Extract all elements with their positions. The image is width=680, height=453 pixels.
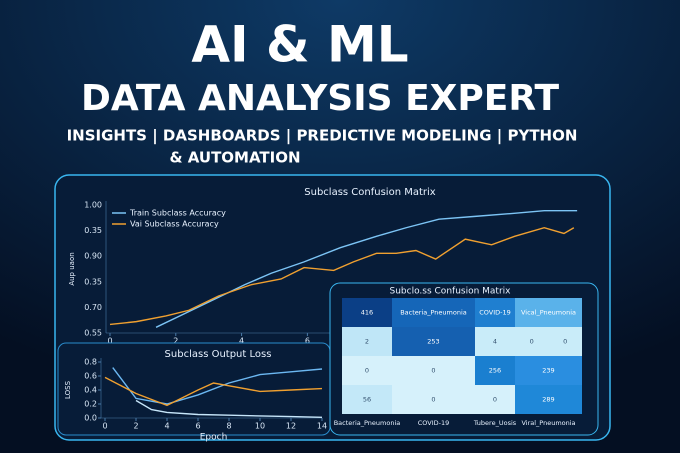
legend-label: Vai Subclass Accuracy [130, 220, 219, 229]
x-tick-label: 10 [255, 422, 265, 431]
matrix-cell [475, 327, 515, 356]
cell-label: 0 [563, 338, 567, 346]
matrix-cell [475, 298, 515, 327]
y-tick-label: 0.4 [84, 386, 97, 395]
subtitle: DATA ANALYSIS EXPERT [81, 78, 560, 119]
x-tick-label: 12 [286, 422, 296, 431]
cell-label: 0 [365, 367, 369, 375]
matrix-cell [392, 356, 475, 385]
y-tick-label: 0.90 [84, 252, 102, 261]
title: AI & ML [191, 16, 408, 74]
cell-label: 416 [361, 309, 373, 317]
x-tick-label: 4 [239, 337, 244, 346]
y-tick-label: 1.00 [84, 201, 102, 210]
matrix-cell [342, 298, 392, 327]
y-tick-label: 0.35 [84, 226, 102, 235]
cell-label: Bacteria_Pneumonia [400, 309, 467, 317]
x-tick-label: 0 [102, 422, 107, 431]
matrix-cell [548, 327, 582, 356]
y-tick-label: 0.70 [84, 303, 102, 312]
column-label: Tubere_Uosis [473, 419, 517, 427]
series-line [109, 227, 575, 326]
column-label: COVID-19 [418, 419, 450, 427]
matrix-cell [515, 356, 582, 385]
cell-label: 4 [493, 338, 497, 346]
matrix-cell [515, 327, 549, 356]
matrix-cell [515, 298, 582, 327]
matrix-cell [475, 385, 515, 414]
cell-label: 56 [363, 396, 371, 404]
matrix-cell [392, 327, 475, 356]
y-tick-label: 0.55 [84, 329, 102, 338]
matrix-cell [392, 385, 475, 414]
y-axis-label: Aup uaon [68, 252, 76, 285]
cell-label: 239 [542, 367, 554, 375]
column-label: Viral_Pneumonia [521, 419, 575, 427]
matrix-cell [392, 298, 475, 327]
x-tick-label: 6 [305, 337, 310, 346]
x-tick-label: 0 [107, 337, 112, 346]
matrix-cell [342, 385, 392, 414]
matrix-cell [342, 327, 392, 356]
cell-label: 2 [365, 338, 369, 346]
y-tick-label: 0.6 [84, 372, 97, 381]
cell-label: 0 [530, 338, 534, 346]
loss-chart: Subclass Output Loss 0 2 4 6 8 10 12 14 0.0 0.2 0.4… [64, 349, 327, 443]
series-line [112, 367, 323, 405]
tagline: INSIGHTS | DASHBOARDS | PREDICTIVE MODEL… [67, 127, 578, 146]
series-line [104, 376, 323, 407]
series-line [135, 399, 323, 418]
y-tick-label: 0.8 [84, 358, 97, 367]
matrix-cell [342, 356, 392, 385]
column-label: Bacteria_Pneumonia [334, 419, 401, 427]
cell-label: 0 [431, 367, 435, 375]
matrix-cell [475, 356, 515, 385]
cell-label: 0 [493, 396, 497, 404]
matrix-cell [515, 385, 582, 414]
accuracy-chart: Subclass Confusion Matrix 0 2 4 6 1.00 0.35 0.9… [68, 187, 587, 346]
cell-label: Vical_Pneumonia [521, 309, 576, 317]
x-axis-label: Epoch [200, 433, 228, 443]
cell-label: 253 [427, 338, 439, 346]
cell-label: 256 [489, 367, 501, 375]
y-tick-label: 0.0 [84, 414, 97, 423]
x-tick-label: 2 [133, 422, 138, 431]
tagline: & AUTOMATION [169, 149, 300, 167]
x-tick-label: 6 [195, 422, 200, 431]
cell-label: COVID-19 [479, 309, 511, 317]
x-tick-label: 4 [164, 422, 169, 431]
chart-title: Subclass Output Loss [165, 349, 272, 360]
legend-label: Train Subclass Accuracy [129, 209, 226, 218]
cell-label: 0 [431, 396, 435, 404]
x-tick-label: 2 [173, 337, 178, 346]
series-line [155, 209, 578, 328]
x-tick-label: 8 [226, 422, 231, 431]
chart-title: Subclass Confusion Matrix [304, 187, 436, 198]
y-tick-label: 0.2 [84, 400, 97, 409]
chart-title: Subclo.ss Confusion Matrix [390, 287, 512, 297]
y-axis-label: LOSS [64, 380, 72, 399]
y-tick-label: 0.35 [84, 277, 102, 286]
cell-label: 289 [542, 396, 554, 404]
x-tick-label: 14 [317, 422, 327, 431]
confusion-matrix: Subclo.ss Confusion Matrix 416 Bacteria_Pn… [334, 287, 582, 427]
